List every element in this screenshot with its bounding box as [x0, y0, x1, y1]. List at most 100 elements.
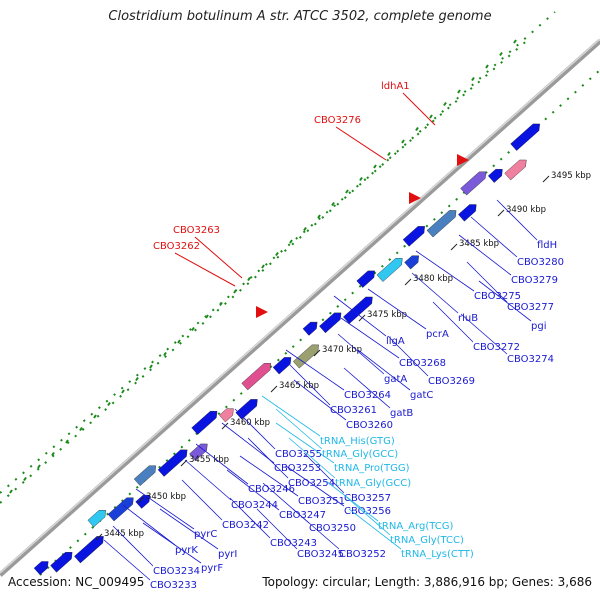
gene-feature-arrow	[426, 210, 457, 238]
guide-tick	[303, 226, 307, 232]
gene-label: tRNA_Pro(TGG)	[334, 463, 410, 474]
gene-label-leader	[261, 395, 321, 437]
guide-tick	[205, 314, 209, 319]
kbp-tick-label: 3465 kbp	[279, 381, 319, 391]
gene-label-leader	[343, 367, 391, 409]
map-title: Clostridium botulinum A str. ATCC 3502, …	[108, 9, 492, 24]
gene-feature-arrow	[319, 312, 342, 334]
guide-tick	[485, 64, 489, 69]
guide-tick	[499, 51, 503, 57]
gene-feature-arrow	[33, 561, 49, 576]
guide-tick	[79, 426, 83, 432]
kbp-tick-label: 3455 kbp	[189, 455, 229, 465]
guide-tick	[261, 264, 265, 269]
guide-tick	[331, 201, 335, 207]
kbp-tick-label: 3495 kbp	[551, 171, 591, 181]
gene-feature-arrow	[460, 171, 487, 196]
gene-label: fldH	[537, 240, 557, 251]
guide-tick	[457, 89, 461, 94]
gene-label-leader	[478, 280, 532, 322]
kbp-tick-mark	[313, 349, 321, 357]
kbp-tick-mark	[270, 385, 278, 393]
kbp-tick-label: 3445 kbp	[104, 529, 144, 539]
gene-feature-arrow	[219, 408, 234, 423]
guide-tick	[373, 164, 377, 169]
red-label-leader	[194, 236, 243, 279]
guide-tick	[387, 151, 391, 157]
gene-feature-arrow	[458, 204, 477, 222]
gene-label-leader	[387, 335, 429, 377]
gene-label-leader	[275, 408, 323, 450]
gene-label: ligA	[386, 336, 405, 347]
gene-label: CBO3261	[330, 405, 377, 416]
red-gene-label: CBO3262	[153, 241, 200, 252]
gene-feature-arrow	[74, 536, 104, 564]
kbp-tick-mark	[497, 209, 505, 217]
genome-backbone	[0, 39, 600, 577]
gene-label: CBO3275	[474, 291, 521, 302]
guide-tick	[9, 489, 13, 494]
guide-tick	[163, 351, 167, 357]
gene-label-leader	[348, 508, 402, 550]
kbp-tick-label: 3450 kbp	[146, 492, 186, 502]
genome-stats-label: Topology: circular; Length: 3,886,916 bp…	[262, 575, 592, 589]
gene-label-leader	[466, 261, 508, 303]
gene-label-leader	[357, 349, 411, 391]
gene-label-leader	[460, 313, 508, 355]
gene-label-leader	[184, 459, 232, 501]
gene-feature-arrow	[107, 497, 134, 522]
gene-label-leader	[285, 465, 345, 507]
gene-label-leader	[195, 443, 249, 485]
gene-label-leader	[325, 480, 379, 522]
gene-label: pyrI	[218, 549, 237, 560]
gene-feature-arrow	[157, 449, 188, 477]
guide-tick	[233, 289, 237, 294]
gene-label-leader	[337, 333, 385, 375]
gene-label: CBO3247	[279, 510, 326, 521]
red-gene-arrow	[457, 154, 469, 166]
gene-feature-arrow	[272, 357, 292, 375]
gene-label: CBO3244	[231, 500, 278, 511]
kbp-tick-label: 3470 kbp	[322, 345, 362, 355]
gene-label-leader	[229, 497, 271, 539]
gene-label-leader	[142, 522, 202, 564]
guide-tick	[415, 126, 419, 132]
gene-label: CBO3252	[339, 549, 386, 560]
gene-feature-arrow	[133, 465, 157, 487]
accession-label: Accession: NC_009495	[8, 575, 145, 589]
gene-label-leader	[432, 301, 474, 343]
gene-label-leader	[470, 216, 518, 258]
kbp-tick-label: 3490 kbp	[506, 205, 546, 215]
guide-tick	[107, 401, 111, 407]
gene-label: CBO3245	[297, 549, 344, 560]
guide-tick	[219, 301, 223, 307]
gene-label-leader	[159, 508, 219, 550]
red-gene-arrow	[256, 306, 268, 318]
guide-tick	[429, 114, 433, 119]
red-label-leader	[335, 126, 387, 161]
gene-label-leader	[103, 539, 151, 581]
guide-tick	[121, 389, 125, 394]
gene-label: CBO3246	[248, 484, 295, 495]
gene-label-leader	[275, 422, 335, 464]
gene-label-leader	[496, 199, 538, 241]
guide-tick	[289, 239, 293, 244]
gene-label: CBO3250	[309, 523, 356, 534]
guide-tick	[513, 39, 517, 44]
gene-label: CBO3272	[473, 342, 520, 353]
gene-label-leader	[333, 295, 387, 337]
gene-label-leader	[247, 437, 289, 479]
gene-feature-arrow	[356, 270, 375, 288]
gene-label: tRNA_Gly(GCC)	[335, 478, 411, 489]
gene-label-leader	[221, 422, 275, 464]
gene-feature-arrow	[191, 410, 218, 435]
kbp-tick-mark	[404, 278, 412, 286]
gene-feature-arrow	[189, 443, 208, 461]
gene-label-leader	[411, 272, 459, 314]
gene-label-leader	[293, 379, 347, 421]
gene-label: tRNA_Lys(CTT)	[401, 549, 474, 560]
guide-tick	[93, 414, 97, 419]
gene-label: CBO3251	[298, 496, 345, 507]
